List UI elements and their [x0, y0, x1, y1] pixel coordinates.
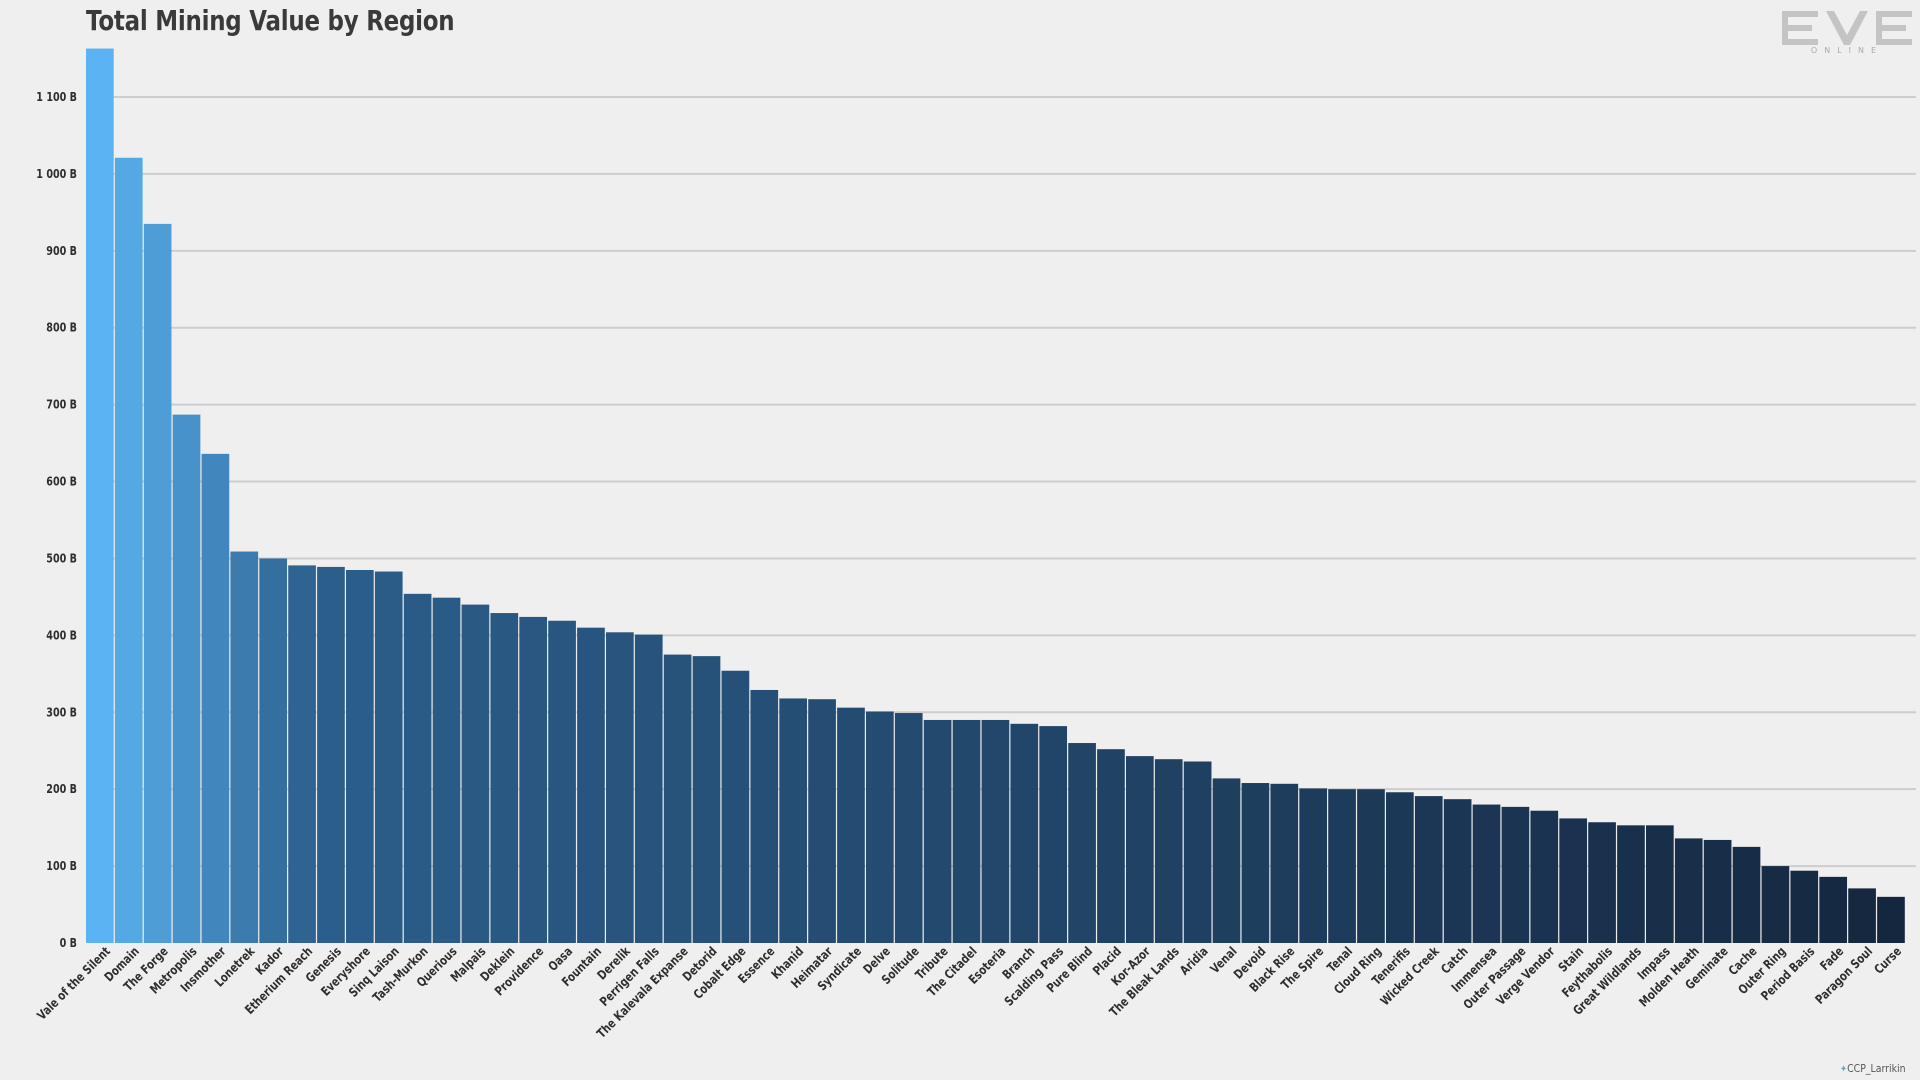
- bar: [1877, 896, 1905, 943]
- credit-handle: CCP_Larrikin: [1847, 1062, 1906, 1075]
- bar: [1559, 818, 1588, 943]
- bar: [1154, 759, 1183, 943]
- bar: [894, 713, 923, 943]
- y-tick-label: 600 B: [46, 475, 77, 489]
- y-tick-label: 800 B: [46, 321, 77, 335]
- bar: [808, 699, 836, 943]
- bar: [923, 719, 952, 943]
- bar: [1328, 789, 1356, 943]
- bar: [1761, 866, 1790, 943]
- bar: [1617, 825, 1645, 943]
- bar: [317, 566, 345, 943]
- y-tick-label: 200 B: [46, 782, 77, 796]
- bar: [1646, 825, 1674, 943]
- bar: [1097, 749, 1125, 943]
- y-tick-label: 1 100 B: [36, 90, 77, 104]
- bar: [1010, 723, 1039, 943]
- bar: [1039, 726, 1068, 943]
- twitter-bird-icon: ✦: [1840, 1064, 1848, 1075]
- eve-online-logo: [1782, 11, 1912, 45]
- bar: [1819, 876, 1848, 943]
- y-tick-label: 0 B: [60, 936, 77, 950]
- bar: [1270, 783, 1299, 943]
- x-tick-label: Vale of the Silent: [34, 944, 113, 1023]
- y-axis-ticks: 0 B 100 B 200 B 300 B 400 B 500 B 600 B 700 B 80…: [36, 90, 77, 950]
- bar: [288, 565, 316, 943]
- bar: [692, 656, 721, 943]
- bar: [230, 551, 259, 943]
- bar: [1703, 839, 1732, 943]
- bar: [1472, 804, 1501, 943]
- bar: [490, 613, 519, 943]
- logo-subtext: ONLINE: [1810, 46, 1884, 55]
- bar: [837, 707, 865, 943]
- bars: [86, 48, 1905, 944]
- y-tick-label: 900 B: [46, 244, 77, 258]
- bar: [1357, 789, 1385, 943]
- twitter-credit: ✦CCP_Larrikin: [1840, 1062, 1906, 1075]
- bar: [1588, 822, 1616, 943]
- bar: [952, 719, 981, 943]
- bar: [201, 453, 230, 943]
- bar: [1790, 870, 1819, 943]
- y-tick-label: 300 B: [46, 705, 77, 719]
- bar: [981, 719, 1010, 943]
- bar: [1212, 778, 1241, 943]
- bar: [779, 698, 808, 943]
- bar: [1183, 761, 1212, 943]
- bar: [1501, 806, 1530, 943]
- bar: [1299, 788, 1328, 943]
- y-tick-label: 700 B: [46, 398, 77, 412]
- bar: [1241, 783, 1270, 943]
- bar: [403, 593, 432, 943]
- bar: [1848, 888, 1876, 943]
- bar: [721, 670, 750, 943]
- bar: [346, 569, 374, 943]
- x-tick-label: Aridia: [1177, 944, 1211, 978]
- bar: [1386, 792, 1414, 943]
- bar: [1732, 846, 1761, 943]
- y-tick-label: 500 B: [46, 551, 77, 565]
- bar: [1068, 743, 1096, 943]
- bar: [1443, 799, 1472, 943]
- bar: [606, 632, 634, 943]
- bar: [374, 571, 403, 943]
- bar: [259, 558, 288, 943]
- bar: [1530, 810, 1559, 943]
- bar: [634, 634, 663, 943]
- bar: [750, 689, 779, 943]
- x-tick-label: Curse: [1872, 944, 1905, 977]
- bar: [1414, 796, 1443, 943]
- bar: [461, 604, 490, 943]
- bar: [1674, 838, 1703, 943]
- bar: [172, 414, 201, 943]
- y-tick-label: 1 000 B: [36, 167, 77, 181]
- bar: [548, 620, 576, 943]
- bar: [114, 157, 143, 943]
- bar: [663, 654, 692, 943]
- bar: [432, 597, 461, 943]
- bar: [143, 223, 172, 943]
- bar: [86, 48, 114, 944]
- bar: [1126, 756, 1154, 943]
- y-tick-label: 100 B: [46, 859, 77, 873]
- bar: [866, 711, 894, 943]
- bar: [577, 627, 605, 943]
- chart-title: Total Mining Value by Region: [86, 4, 455, 37]
- y-tick-label: 400 B: [46, 628, 77, 642]
- bar: [519, 616, 548, 943]
